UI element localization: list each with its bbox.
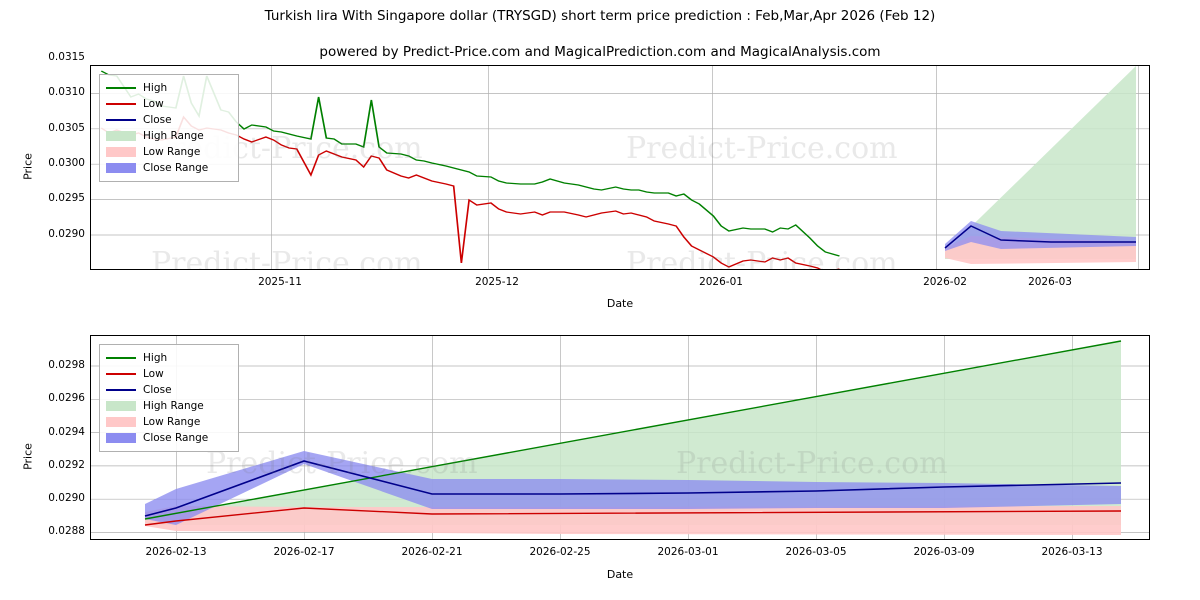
top-plot-area: Predict-Price.com Predict-Price.com Pred… <box>90 65 1150 270</box>
legend-key-low-range-patch <box>106 146 136 158</box>
bottom-ytick-3: 0.0294 <box>48 426 85 438</box>
top-ytick-1: 0.0295 <box>48 192 85 204</box>
bottom-ytick-0: 0.0288 <box>48 525 85 537</box>
top-plot-svg <box>91 66 1149 269</box>
legend-item-high-range: High Range <box>106 398 231 414</box>
top-xtick-4: 2026-03 <box>1028 276 1072 288</box>
legend-item-low-range: Low Range <box>106 414 231 430</box>
bottom-low-range-band <box>145 506 1121 535</box>
legend-key-close-range-patch <box>106 432 136 444</box>
top-ytick-4: 0.0310 <box>48 86 85 98</box>
bottom-ytick-4: 0.0296 <box>48 392 85 404</box>
legend-item-low-range: Low Range <box>106 144 231 160</box>
legend-item-high: High <box>106 80 231 96</box>
bottom-xtick-5: 2026-03-05 <box>785 546 847 558</box>
legend-label-close-range: Close Range <box>143 432 209 444</box>
bottom-ytick-5: 0.0298 <box>48 359 85 371</box>
legend-key-high-line <box>106 82 136 94</box>
bottom-plot-svg <box>91 336 1149 539</box>
legend-key-low-line <box>106 368 136 380</box>
bottom-xtick-6: 2026-03-09 <box>913 546 975 558</box>
top-xtick-3: 2026-02 <box>923 276 967 288</box>
bottom-plot-area: Predict-Price.com Predict-Price.com High… <box>90 335 1150 540</box>
legend-key-close-range-patch <box>106 162 136 174</box>
top-ytick-2: 0.0300 <box>48 157 85 169</box>
legend-label-low-range: Low Range <box>143 416 201 428</box>
legend-key-close-line <box>106 114 136 126</box>
top-xtick-2: 2026-01 <box>699 276 743 288</box>
top-high-range-band <box>945 66 1136 259</box>
bottom-legend: High Low Close High Range Low Range <box>99 344 239 452</box>
legend-label-high-range: High Range <box>143 130 204 142</box>
bottom-x-axis-label: Date <box>606 568 634 581</box>
bottom-close-line <box>144 460 1122 517</box>
bottom-low-line <box>144 507 1122 526</box>
top-close-range-band <box>945 221 1136 251</box>
top-x-axis-label: Date <box>606 297 634 310</box>
legend-label-high: High <box>143 82 168 94</box>
legend-item-close-range: Close Range <box>106 430 231 446</box>
legend-item-low: Low <box>106 366 231 382</box>
legend-key-low-line <box>106 98 136 110</box>
legend-label-low: Low <box>143 368 164 380</box>
legend-key-high-line <box>106 352 136 364</box>
top-ytick-3: 0.0305 <box>48 122 85 134</box>
page-title: Turkish lira With Singapore dollar (TRYS… <box>264 8 936 24</box>
top-chart-panel: Price <box>22 51 1150 310</box>
bottom-chart-panel: Price <box>0 320 1200 600</box>
bottom-xtick-4: 2026-03-01 <box>657 546 719 558</box>
page-subtitle: powered by Predict-Price.com and Magical… <box>319 44 881 60</box>
legend-item-low: Low <box>106 96 231 112</box>
bottom-close-range-band <box>145 451 1121 525</box>
bottom-ytick-2: 0.0292 <box>48 459 85 471</box>
legend-item-close: Close <box>106 112 231 128</box>
legend-key-high-range-patch <box>106 130 136 142</box>
bottom-xtick-0: 2026-02-13 <box>145 546 207 558</box>
legend-item-close-range: Close Range <box>106 160 231 176</box>
top-xtick-0: 2025-11 <box>258 276 302 288</box>
bottom-xtick-7: 2026-03-13 <box>1041 546 1103 558</box>
top-ytick-0: 0.0290 <box>48 228 85 240</box>
legend-label-low: Low <box>143 98 164 110</box>
top-xtick-1: 2025-12 <box>475 276 519 288</box>
bottom-ytick-1: 0.0290 <box>48 492 85 504</box>
legend-label-low-range: Low Range <box>143 146 201 158</box>
legend-label-close-range: Close Range <box>143 162 209 174</box>
legend-label-high-range: High Range <box>143 400 204 412</box>
legend-item-high-range: High Range <box>106 128 231 144</box>
legend-label-close: Close <box>143 114 172 126</box>
bottom-xtick-2: 2026-02-21 <box>401 546 463 558</box>
bottom-xtick-1: 2026-02-17 <box>273 546 335 558</box>
legend-item-close: Close <box>106 382 231 398</box>
legend-key-low-range-patch <box>106 416 136 428</box>
legend-key-close-line <box>106 384 136 396</box>
legend-item-high: High <box>106 350 231 366</box>
legend-label-high: High <box>143 352 168 364</box>
top-legend: High Low Close High Range Low Range <box>99 74 239 182</box>
legend-label-close: Close <box>143 384 172 396</box>
top-close-line <box>944 225 1136 249</box>
legend-key-high-range-patch <box>106 400 136 412</box>
bottom-xtick-3: 2026-02-25 <box>529 546 591 558</box>
bottom-high-line <box>144 340 1122 520</box>
top-ytick-5: 0.0315 <box>48 51 85 63</box>
